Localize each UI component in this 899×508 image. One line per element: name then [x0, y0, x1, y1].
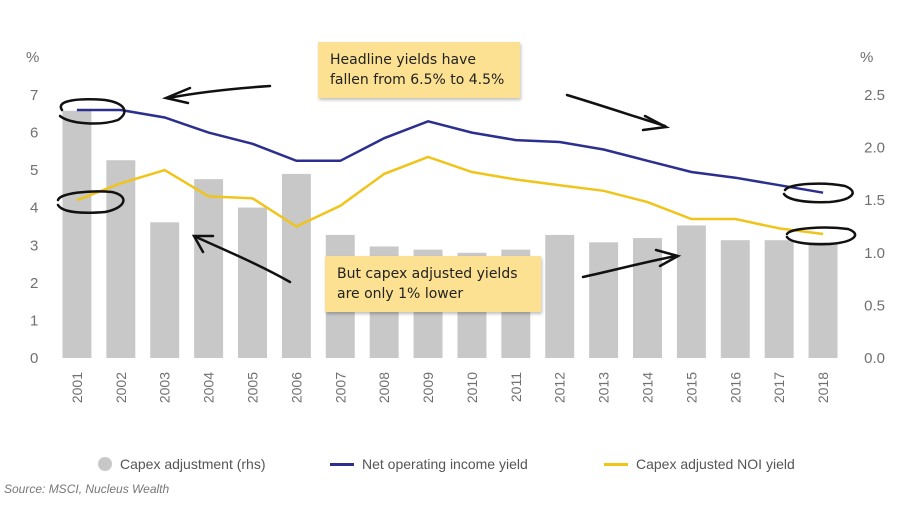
x-tick-label: 2013 [596, 372, 612, 403]
note-capex-line2: are only 1% lower [337, 286, 464, 302]
note-headline-line2: fallen from 6.5% to 4.5% [330, 72, 505, 88]
legend-label-capex-adjusted-yield: Capex adjusted NOI yield [636, 456, 795, 472]
capex-bar [589, 242, 619, 358]
x-tick-label: 2008 [376, 372, 392, 403]
arrow-top-right [565, 93, 667, 128]
x-tick-label: 2004 [201, 372, 217, 403]
left-tick-label: 0 [30, 350, 38, 367]
right-tick-label: 1.0 [864, 245, 885, 262]
left-tick-label: 6 [30, 125, 38, 142]
x-axis: 2001 2002 2003 2004 2005 2006 2007 2008 2009 2010… [69, 372, 831, 403]
x-tick-label: 2017 [771, 372, 787, 403]
arrowhead-top-left [161, 86, 192, 105]
note-headline-line1: Headline yields have [330, 52, 476, 68]
source-note: Source: MSCI, Nucleus Wealth [4, 482, 170, 496]
arrowhead-top-right [641, 114, 671, 132]
x-tick-label: 2010 [464, 372, 480, 403]
left-tick-label: 3 [30, 237, 38, 254]
capex-bars [62, 110, 838, 358]
left-tick-label: 4 [30, 200, 38, 217]
x-tick-label: 2003 [157, 372, 173, 403]
arrowhead-bottom-left [191, 234, 215, 254]
right-axis-unit: % [860, 49, 873, 66]
x-tick-label: 2002 [113, 372, 129, 403]
left-axis: 0 1 2 3 4 5 6 7 [30, 87, 38, 367]
right-axis: 0.0 0.5 1.0 1.5 2.0 2.5 [864, 87, 885, 367]
arrow-bottom-right [581, 254, 678, 279]
x-tick-label: 2018 [815, 372, 831, 403]
right-tick-label: 1.5 [864, 192, 885, 209]
x-tick-label: 2012 [552, 372, 568, 403]
note-capex-line1: But capex adjusted yields [337, 266, 518, 282]
capex-bar [764, 240, 794, 358]
arrow-bottom-left [194, 235, 292, 284]
x-tick-label: 2001 [69, 372, 85, 403]
x-tick-label: 2011 [508, 372, 524, 402]
arrowhead-bottom-right [654, 248, 682, 268]
capex-bar [720, 240, 750, 358]
capex-bar [676, 225, 706, 358]
capex-adjusted-yield-line [76, 155, 824, 236]
x-tick-label: 2006 [288, 372, 304, 403]
left-axis-unit: % [26, 49, 39, 66]
circle-2018-noi [782, 182, 854, 204]
capex-bar [633, 238, 662, 358]
x-tick-label: 2014 [640, 372, 656, 403]
left-tick-label: 2 [30, 275, 38, 292]
capex-bar [150, 222, 180, 358]
x-tick-label: 2015 [683, 372, 699, 403]
legend-item-capex-adjusted-yield: Capex adjusted NOI yield [604, 456, 795, 472]
right-tick-label: 0.5 [864, 297, 885, 314]
capex-bar [238, 207, 267, 358]
legend-item-noi-yield: Net operating income yield [330, 456, 528, 472]
noi-yield-line [76, 108, 824, 194]
legend-item-capex-adjustment: Capex adjustment (rhs) [98, 456, 266, 472]
arrow-top-left [166, 84, 272, 100]
right-tick-label: 2.0 [864, 140, 885, 157]
right-tick-label: 0.0 [864, 350, 885, 367]
x-tick-label: 2016 [727, 372, 743, 403]
navy-line-swatch-icon [330, 462, 354, 466]
circle-2001-capex [56, 190, 125, 214]
legend-label-capex-adjustment: Capex adjustment (rhs) [120, 456, 266, 472]
right-tick-label: 2.5 [864, 87, 885, 104]
annotation-note-capex: But capex adjusted yields are only 1% lo… [325, 256, 541, 312]
circle-2001-noi [58, 98, 126, 125]
capex-bar [194, 179, 224, 358]
annotation-note-headline: Headline yields have fallen from 6.5% to… [318, 42, 520, 98]
legend: Capex adjustment (rhs) Net operating inc… [0, 456, 899, 476]
annotation-ink [56, 84, 857, 284]
legend-label-noi-yield: Net operating income yield [362, 456, 528, 472]
left-tick-label: 5 [30, 162, 38, 179]
capex-bar [106, 160, 136, 358]
capex-bar [62, 110, 92, 358]
bar-swatch-icon [98, 457, 112, 471]
capex-bar [808, 242, 838, 358]
capex-bar [545, 234, 575, 358]
x-tick-label: 2007 [332, 372, 348, 403]
left-tick-label: 7 [30, 87, 38, 104]
circle-2018-capex [785, 226, 857, 246]
x-tick-label: 2009 [420, 372, 436, 403]
x-tick-label: 2005 [245, 372, 261, 403]
yellow-line-swatch-icon [604, 462, 628, 466]
left-tick-label: 1 [30, 312, 38, 329]
capex-bar [281, 173, 311, 358]
